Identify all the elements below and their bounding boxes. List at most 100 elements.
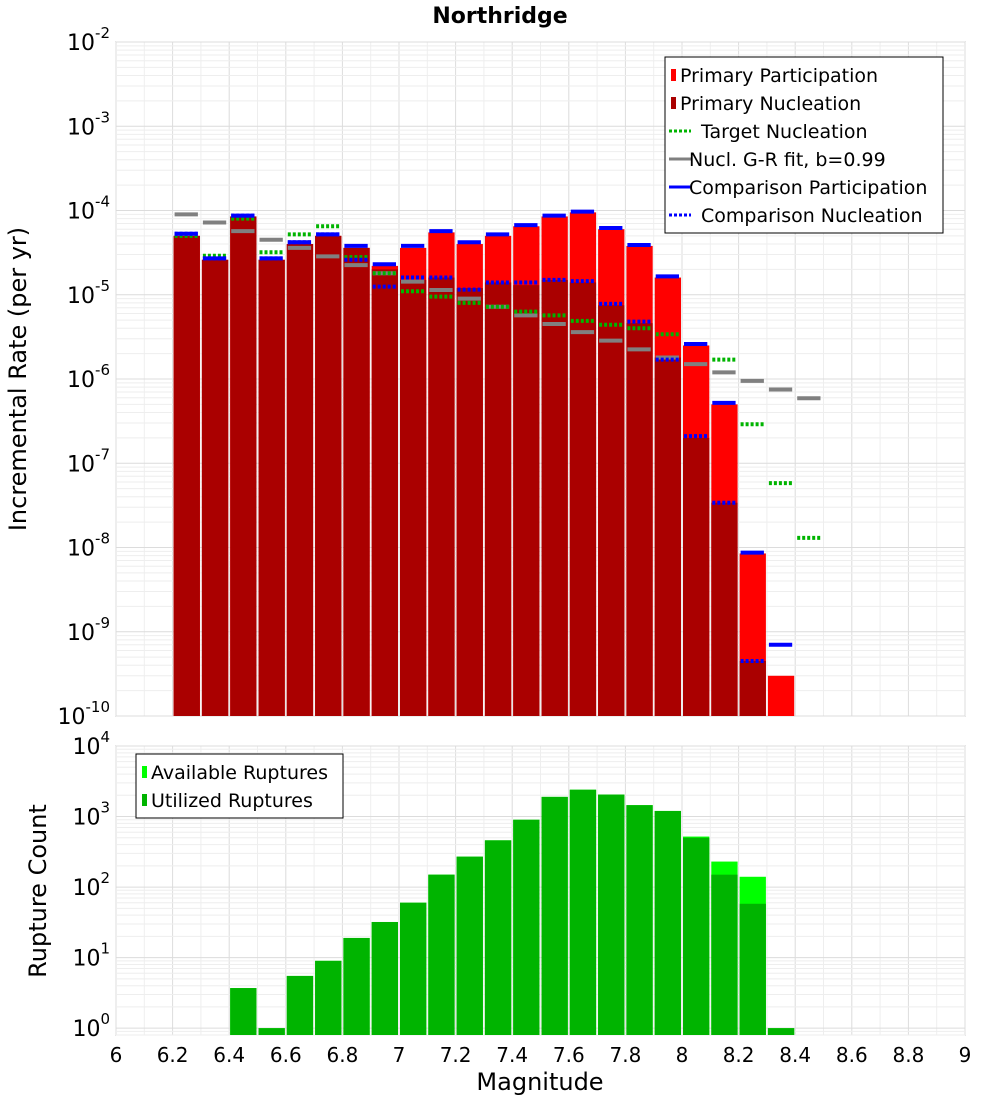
x-tick-label: 8.6 [836,1043,868,1067]
primary-nucleation-bar [173,235,200,717]
primary-participation-legend-label: Primary Participation [680,65,878,87]
x-tick-label: 8.8 [892,1043,924,1067]
utilized-ruptures-bar [230,988,257,1035]
rate-plot-y-axis-title: Incremental Rate (per yr) [4,227,32,531]
rate-plot-panel: 10-10 10-9 10-8 10-7 10-6 10-5 10-4 10-3 10-2 In… [4,24,966,730]
utilized-ruptures-bar [258,1028,285,1035]
x-tick-label: 8 [676,1043,689,1067]
primary-nucleation-bar [400,279,427,716]
x-tick-label: 8.2 [723,1043,755,1067]
primary-nucleation-bar [569,282,597,716]
rate-plot-bars [173,212,795,717]
count-plot-x-ticks: 6 6.2 6.4 6.6 6.8 7 7.2 7.4 7.6 7.8 8 8.2 8.4 8.6 8.8 9 [110,1043,972,1067]
x-tick-label: 9 [959,1043,972,1067]
primary-nucleation-legend-label: Primary Nucleation [680,93,861,115]
utilized-ruptures-legend-swatch [142,794,147,806]
y-tick-label: 100 [72,1010,110,1042]
primary-participation-bar [767,675,795,716]
primary-nucleation-bar [484,282,512,716]
primary-nucleation-bar [371,269,398,716]
y-tick-label: 10-6 [67,361,110,393]
y-tick-label: 104 [72,728,110,760]
y-tick-label: 10-4 [67,193,110,225]
primary-nucleation-bar [711,502,738,716]
y-tick-label: 102 [72,869,110,901]
utilized-ruptures-bar [286,975,314,1035]
utilized-ruptures-bar [767,1028,795,1035]
utilized-ruptures-bar [626,805,653,1035]
primary-nucleation-bar [683,437,710,716]
count-plot-panel: 100 101 102 103 104 6 6.2 6.4 6.6 6.8 7 7.2 7.4 7.6 7… [24,728,971,1096]
primary-nucleation-legend-swatch [671,97,676,109]
rate-plot-legend: Primary Participation Primary Nucleation T… [664,56,944,234]
utilized-ruptures-legend-label: Utilized Ruptures [151,790,313,812]
target-nucleation-legend-label: Target Nucleation [700,121,868,143]
utilized-ruptures-bar [513,819,540,1035]
x-axis-title: Magnitude [476,1068,603,1096]
legend-frame [664,56,944,234]
x-tick-label: 6.8 [326,1043,358,1067]
y-tick-label: 10-5 [67,277,110,309]
available-ruptures-legend-swatch [142,766,147,778]
utilized-ruptures-bar [541,796,568,1035]
y-tick-label: 103 [72,799,110,831]
y-tick-label: 10-10 [58,698,111,730]
x-tick-label: 7 [393,1043,406,1067]
comparison-participation-legend-label: Comparison Participation [689,177,927,199]
x-tick-label: 6.6 [270,1043,302,1067]
count-plot-y-ticks: 100 101 102 103 104 [72,728,110,1042]
y-tick-label: 10-7 [67,445,110,477]
legend-frame [135,753,344,819]
primary-nucleation-bar [739,660,766,716]
primary-nucleation-bar [513,285,540,716]
utilized-ruptures-bar [343,937,370,1035]
x-tick-label: 6.2 [157,1043,189,1067]
utilized-ruptures-bar [484,840,512,1035]
utilized-ruptures-bar [683,837,710,1035]
count-plot-y-axis-title: Rupture Count [24,804,52,978]
x-tick-label: 6.4 [213,1043,245,1067]
x-tick-label: 7.6 [553,1043,585,1067]
primary-nucleation-bar [258,259,285,716]
nucl-g-r-fit-b-0-99-legend-label: Nucl. G-R fit, b=0.99 [689,149,886,171]
y-tick-label: 101 [72,940,110,972]
y-tick-label: 10-8 [67,530,110,562]
primary-nucleation-bar [315,235,342,717]
count-plot-bars [230,789,795,1035]
primary-nucleation-bar [286,244,314,717]
comparison-nucleation-legend-label: Comparison Nucleation [701,205,923,227]
utilized-ruptures-bar [739,903,766,1035]
primary-nucleation-bar [541,279,568,716]
rate-plot-y-ticks: 10-10 10-9 10-8 10-7 10-6 10-5 10-4 10-3 10-2 [58,24,111,730]
utilized-ruptures-bar [315,960,342,1035]
utilized-ruptures-bar [400,902,427,1035]
available-ruptures-legend-label: Available Ruptures [151,762,328,784]
y-tick-label: 10-9 [67,614,110,646]
primary-nucleation-bar [456,288,483,716]
y-tick-label: 10-2 [67,24,110,56]
x-tick-label: 7.2 [440,1043,472,1067]
utilized-ruptures-bar [711,874,738,1035]
primary-nucleation-bar [343,247,370,716]
primary-nucleation-bar [201,259,229,716]
utilized-ruptures-bar [428,874,455,1035]
count-plot-legend: Available Ruptures Utilized Ruptures [135,753,344,819]
utilized-ruptures-bar [569,789,597,1035]
primary-nucleation-bar [626,323,653,716]
x-tick-label: 8.4 [779,1043,811,1067]
primary-nucleation-bar [230,216,257,716]
x-tick-label: 7.4 [496,1043,528,1067]
x-tick-label: 6 [110,1043,123,1067]
x-tick-label: 7.8 [609,1043,641,1067]
primary-nucleation-bar [428,277,455,716]
primary-nucleation-bar [654,357,681,716]
y-tick-label: 10-3 [67,108,110,140]
primary-participation-legend-swatch [671,69,676,81]
rate-plot-level-markers [174,209,821,663]
utilized-ruptures-bar [456,856,483,1035]
primary-nucleation-bar [598,305,625,716]
utilized-ruptures-bar [371,921,398,1035]
utilized-ruptures-bar [598,794,625,1035]
chart-title: Northridge [432,4,567,29]
